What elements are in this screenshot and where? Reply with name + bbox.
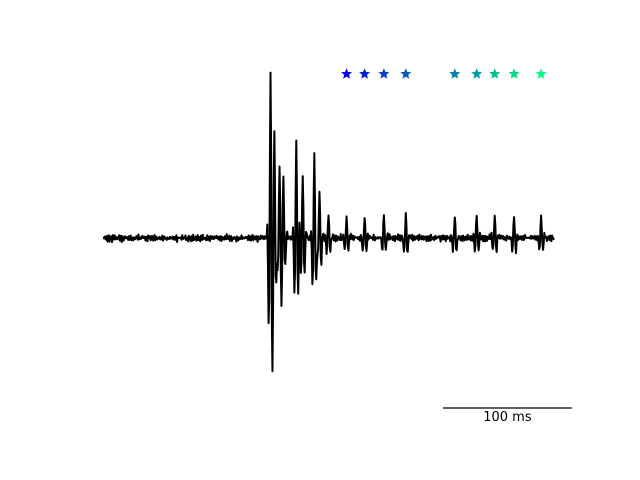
spike-marker-star-7	[489, 68, 501, 79]
spike-marker-star-1	[341, 68, 353, 79]
spike-marker-star-8	[508, 68, 520, 79]
spike-marker-star-4	[400, 68, 412, 79]
spike-marker-star-6	[471, 68, 483, 79]
spike-marker-star-2	[359, 68, 371, 79]
spike-marker-star-5	[449, 68, 461, 79]
scale-bar-label: 100 ms	[483, 410, 532, 425]
scale-bar: 100 ms	[443, 407, 572, 425]
trace-layer	[102, 71, 555, 373]
signal-trace-line	[102, 71, 555, 373]
spike-marker-layer	[341, 68, 547, 79]
spike-marker-star-9	[535, 68, 547, 79]
spike-marker-star-3	[378, 68, 390, 79]
